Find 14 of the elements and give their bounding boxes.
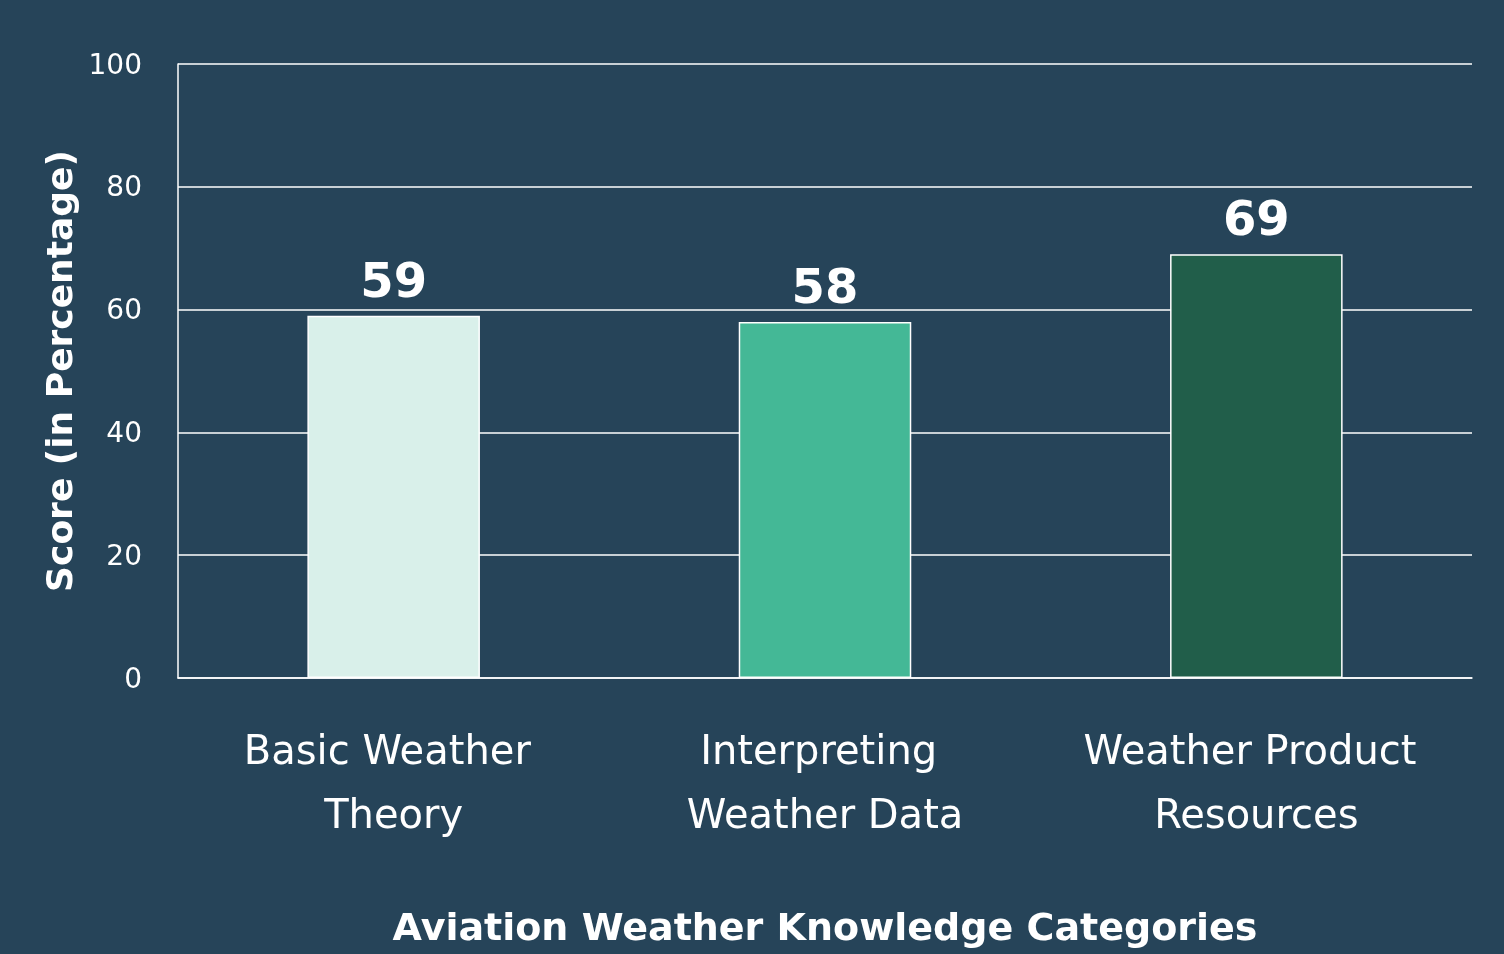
x-tick-label: Basic Weather Theory <box>243 727 544 837</box>
y-tick-label: 100 <box>88 47 142 81</box>
x-tick-label: Weather Product Resources <box>1083 727 1430 837</box>
y-tick-label: 0 <box>124 661 142 695</box>
y-tick-label: 80 <box>106 170 142 204</box>
y-tick-label: 20 <box>106 538 142 572</box>
data-label: 58 <box>791 257 859 314</box>
y-tick-label: 60 <box>106 293 142 327</box>
y-axis-title: Score (in Percentage) <box>39 150 81 592</box>
data-label: 59 <box>360 251 428 308</box>
y-tick-label: 40 <box>106 415 142 449</box>
x-axis-title: Aviation Weather Knowledge Categories <box>392 905 1258 949</box>
data-label: 69 <box>1222 190 1290 247</box>
x-tick-label: Interpreting Weather Data <box>686 727 964 837</box>
